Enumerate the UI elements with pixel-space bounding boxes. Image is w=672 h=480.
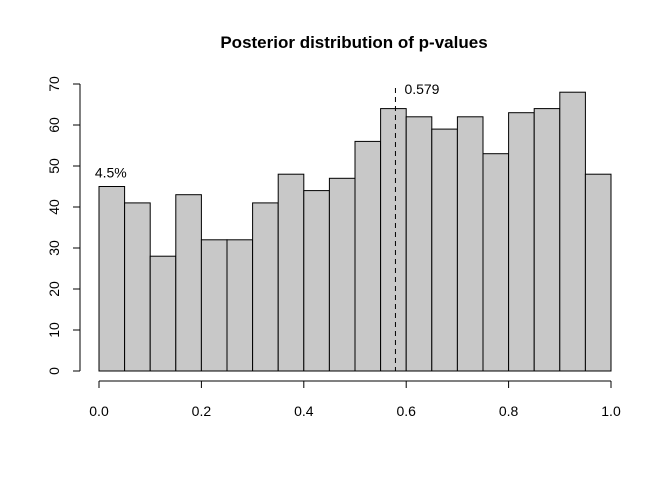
y-tick-label: 60 xyxy=(46,117,62,133)
histogram-bar xyxy=(533,108,561,372)
reference-line-label: 0.579 xyxy=(404,81,439,97)
histogram-bar xyxy=(559,91,586,372)
x-tick-label: 0.2 xyxy=(192,403,212,419)
x-tick-label: 1.0 xyxy=(601,403,621,419)
histogram-bar xyxy=(584,173,612,372)
x-tick-label: 0.4 xyxy=(294,403,314,419)
histogram-bar xyxy=(226,239,254,372)
y-tick-label: 70 xyxy=(46,76,62,92)
histogram-bar xyxy=(303,190,330,372)
histogram-bar xyxy=(456,116,484,372)
histogram-bar xyxy=(380,108,407,372)
annotations-group: 4.5% 0.579 xyxy=(95,81,440,371)
first-bin-percent-label: 4.5% xyxy=(95,165,127,181)
x-tick-label: 0.6 xyxy=(396,403,416,419)
x-tick-label: 0.0 xyxy=(89,403,109,419)
histogram-bar xyxy=(354,140,382,372)
histogram-bar xyxy=(482,153,510,372)
y-tick-label: 0 xyxy=(46,367,62,375)
histogram-bar xyxy=(508,112,535,372)
histogram-bar xyxy=(124,202,151,372)
histogram-bar xyxy=(405,116,433,372)
histogram-bar xyxy=(175,194,202,372)
x-axis: 0.0 0.2 0.4 0.6 0.8 1.0 xyxy=(89,380,621,419)
x-tick-label: 0.8 xyxy=(499,403,519,419)
histogram-bar xyxy=(252,202,279,372)
y-tick-label: 40 xyxy=(46,199,62,215)
y-tick-label: 30 xyxy=(46,240,62,256)
histogram-bar xyxy=(277,173,305,372)
y-tick-label: 10 xyxy=(46,322,62,338)
chart-title: Posterior distribution of p-values xyxy=(220,33,487,52)
histogram-bar xyxy=(98,186,126,372)
histogram-bar xyxy=(431,128,458,372)
histogram-bar xyxy=(149,255,177,372)
histogram-bar xyxy=(200,239,228,372)
histogram-bar xyxy=(328,177,356,372)
y-tick-label: 20 xyxy=(46,281,62,297)
y-axis: 0 10 20 30 40 50 60 70 xyxy=(46,76,81,375)
bars-group xyxy=(98,91,612,372)
y-tick-label: 50 xyxy=(46,158,62,174)
